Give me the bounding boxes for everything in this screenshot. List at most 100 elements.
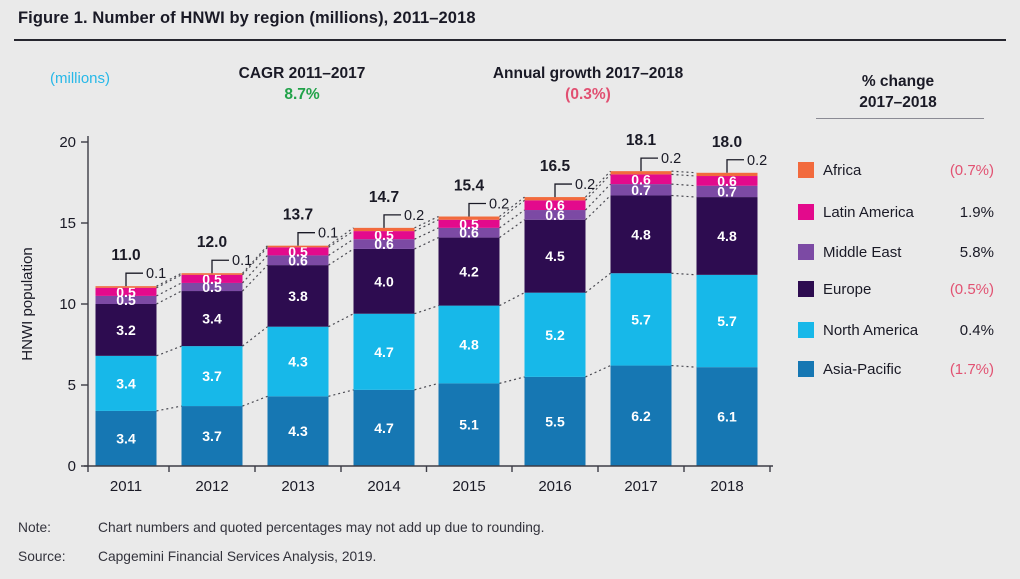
bar-segment-2015-africa xyxy=(438,216,500,220)
segment-value-label: 0.5 xyxy=(116,284,136,300)
bar-segment-2014-middle-east xyxy=(353,239,415,249)
legend-swatch-icon xyxy=(798,361,814,377)
bar-segment-2017-asia-pacific xyxy=(610,365,672,466)
segment-value-label: 0.7 xyxy=(631,182,651,198)
bar-segment-2017-middle-east xyxy=(610,184,672,196)
cagr-stat: CAGR 2011–2017 8.7% xyxy=(222,63,382,105)
connector-line xyxy=(242,245,268,274)
bar-segment-2011-middle-east xyxy=(95,295,157,304)
connector-line xyxy=(671,183,697,187)
x-category-label-2018: 2018 xyxy=(710,478,743,495)
segment-value-label: 3.4 xyxy=(116,430,136,446)
bar-total-label: 18.1 xyxy=(626,132,657,149)
note-label: Note: xyxy=(18,520,51,535)
bar-segment-2013-middle-east xyxy=(267,255,329,266)
title-divider xyxy=(14,39,1006,41)
y-axis-unit-label: (millions) xyxy=(50,70,110,87)
segment-value-label: 5.1 xyxy=(459,417,479,433)
legend-swatch-icon xyxy=(798,322,814,338)
segment-value-label: 5.7 xyxy=(631,311,651,327)
connector-line xyxy=(414,227,439,240)
connector-line xyxy=(156,290,182,305)
segment-value-label: 0.5 xyxy=(374,227,394,243)
bar-segment-2014-europe xyxy=(353,248,415,314)
callout-value-label: 0.1 xyxy=(232,253,252,269)
bar-segment-2013-europe xyxy=(267,265,329,327)
connector-line xyxy=(585,173,611,201)
callout-value-label: 0.1 xyxy=(146,266,166,282)
bar-segment-2011-africa xyxy=(95,286,157,288)
legend-swatch-icon xyxy=(798,204,814,220)
callout-value-label: 0.2 xyxy=(575,177,595,193)
segment-value-label: 4.8 xyxy=(631,226,651,242)
connector-line xyxy=(585,195,611,221)
connector-line xyxy=(671,173,697,177)
bar-segment-2013-latin-america xyxy=(267,247,329,256)
segment-value-label: 0.5 xyxy=(288,243,308,259)
connector-line xyxy=(328,313,354,328)
legend-title-line1: % change xyxy=(861,73,935,90)
legend-change-value: (1.7%) xyxy=(949,360,994,378)
connector-line xyxy=(328,248,354,266)
segment-value-label: 5.7 xyxy=(717,313,737,329)
connector-line xyxy=(414,305,439,315)
y-tick-label: 5 xyxy=(68,377,76,394)
segment-value-label: 4.3 xyxy=(288,423,308,439)
legend-label: Europe xyxy=(823,280,872,298)
legend-change-value: 5.8% xyxy=(959,243,994,261)
connector-line xyxy=(499,219,525,239)
segment-value-label: 4.7 xyxy=(374,344,394,360)
bar-segment-2018-middle-east xyxy=(696,185,758,198)
segment-value-label: 4.2 xyxy=(459,264,479,280)
cagr-value: 8.7% xyxy=(284,86,320,103)
connector-line xyxy=(499,196,525,217)
bar-segment-2018-north-america xyxy=(696,274,758,368)
callout-bracket xyxy=(297,232,315,246)
connector-line xyxy=(328,227,354,247)
bar-segment-2013-asia-pacific xyxy=(267,396,329,466)
bar-segment-2011-latin-america xyxy=(95,287,157,296)
segment-value-label: 3.4 xyxy=(202,311,222,327)
segment-value-label: 0.6 xyxy=(631,171,651,187)
legend-label: Asia-Pacific xyxy=(823,360,902,378)
bar-segment-2011-asia-pacific xyxy=(95,410,157,466)
connector-line xyxy=(156,345,182,357)
source-text: Capgemini Financial Services Analysis, 2… xyxy=(98,549,377,564)
bar-segment-2012-latin-america xyxy=(181,274,243,283)
connector-line xyxy=(328,389,354,397)
bar-segment-2017-latin-america xyxy=(610,174,672,185)
legend-item-latin-america: Latin America 1.9% xyxy=(798,202,994,222)
bar-segment-2012-asia-pacific xyxy=(181,406,243,466)
bar-segment-2015-north-america xyxy=(438,305,500,384)
legend-change-value: (0.7%) xyxy=(949,161,994,179)
bar-segment-2014-asia-pacific xyxy=(353,389,415,466)
callout-value-label: 0.1 xyxy=(318,226,338,242)
legend-item-africa: Africa (0.7%) xyxy=(798,160,994,180)
connector-line xyxy=(585,183,611,211)
bar-segment-2016-asia-pacific xyxy=(524,376,586,466)
callout-value-label: 0.2 xyxy=(747,153,767,169)
y-tick-label: 20 xyxy=(59,134,76,151)
legend-title-line2: 2017–2018 xyxy=(859,94,937,111)
connector-line xyxy=(242,326,268,347)
connector-line xyxy=(156,405,182,412)
segment-value-label: 0.6 xyxy=(288,252,308,268)
bar-total-label: 11.0 xyxy=(111,247,140,264)
connector-line xyxy=(671,272,697,276)
bar-total-label: 16.5 xyxy=(540,158,571,175)
bar-segment-2011-north-america xyxy=(95,355,157,411)
connector-line xyxy=(499,292,525,307)
callout-bracket xyxy=(125,272,143,287)
segment-value-label: 3.2 xyxy=(116,322,136,338)
segment-value-label: 0.6 xyxy=(545,207,565,223)
segment-value-label: 6.1 xyxy=(717,409,737,425)
bar-segment-2012-africa xyxy=(181,273,243,275)
segment-value-label: 3.7 xyxy=(202,368,222,384)
bar-total-label: 13.7 xyxy=(283,207,313,224)
y-axis-title: HNWI population xyxy=(19,247,36,360)
x-category-label-2017: 2017 xyxy=(624,478,657,495)
legend-label: Latin America xyxy=(823,203,914,221)
segment-value-label: 0.7 xyxy=(717,183,737,199)
connector-line xyxy=(499,199,525,221)
